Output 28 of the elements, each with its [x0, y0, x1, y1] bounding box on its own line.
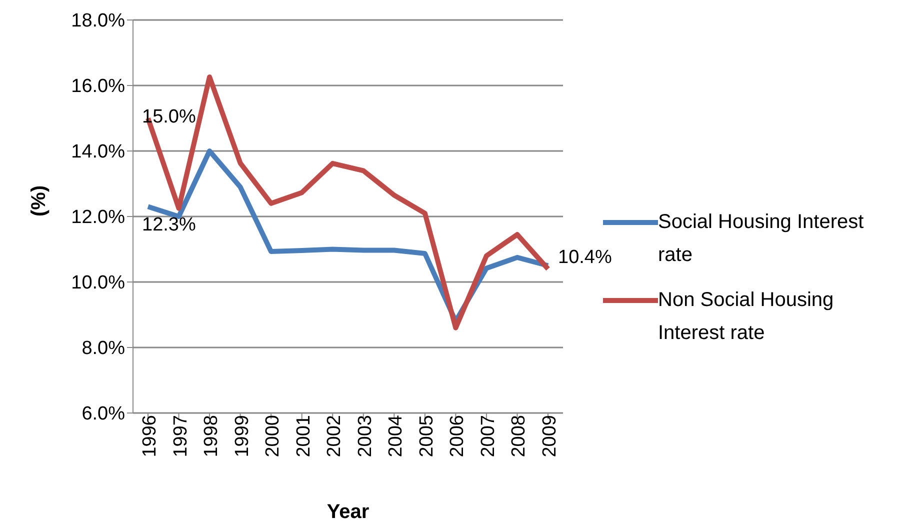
- y-tick-label: 16.0%: [71, 76, 126, 98]
- x-tick-label: 2009: [539, 415, 560, 458]
- x-axis-title: Year: [326, 501, 370, 523]
- x-tick-label: 1997: [170, 415, 192, 458]
- legend-label: Social Housing Interest rate: [658, 210, 865, 268]
- x-tick-label: 2003: [354, 415, 376, 458]
- y-tick-label: 12.0%: [71, 207, 126, 228]
- y-tick-label: 14.0%: [71, 142, 126, 163]
- data-label: 15.0%: [142, 106, 196, 128]
- y-tick-label: 18.0%: [71, 10, 126, 32]
- y-axis-title: (%): [28, 185, 50, 216]
- x-tick-label: 2005: [416, 415, 438, 458]
- data-label: 10.4%: [558, 246, 612, 268]
- y-tick-label: 6.0%: [82, 404, 126, 425]
- y-tick-label: 10.0%: [71, 272, 126, 294]
- x-tick-label: 1998: [201, 415, 222, 458]
- x-tick-label: 2001: [293, 415, 314, 458]
- x-tick-label: 1999: [232, 415, 253, 458]
- x-tick-label: 2006: [447, 415, 468, 458]
- x-tick-label: 2007: [478, 415, 499, 458]
- x-tick-label: 2004: [386, 414, 407, 458]
- legend-label: Non Social Housing Interest rate: [658, 288, 835, 346]
- x-tick-label: 1996: [139, 415, 160, 458]
- x-tick-label: 2002: [324, 415, 346, 458]
- y-tick-label: 8.0%: [82, 338, 126, 360]
- x-tick-label: 2008: [508, 415, 530, 458]
- x-tick-label: 2000: [262, 415, 284, 458]
- data-label: 12.3%: [142, 214, 196, 236]
